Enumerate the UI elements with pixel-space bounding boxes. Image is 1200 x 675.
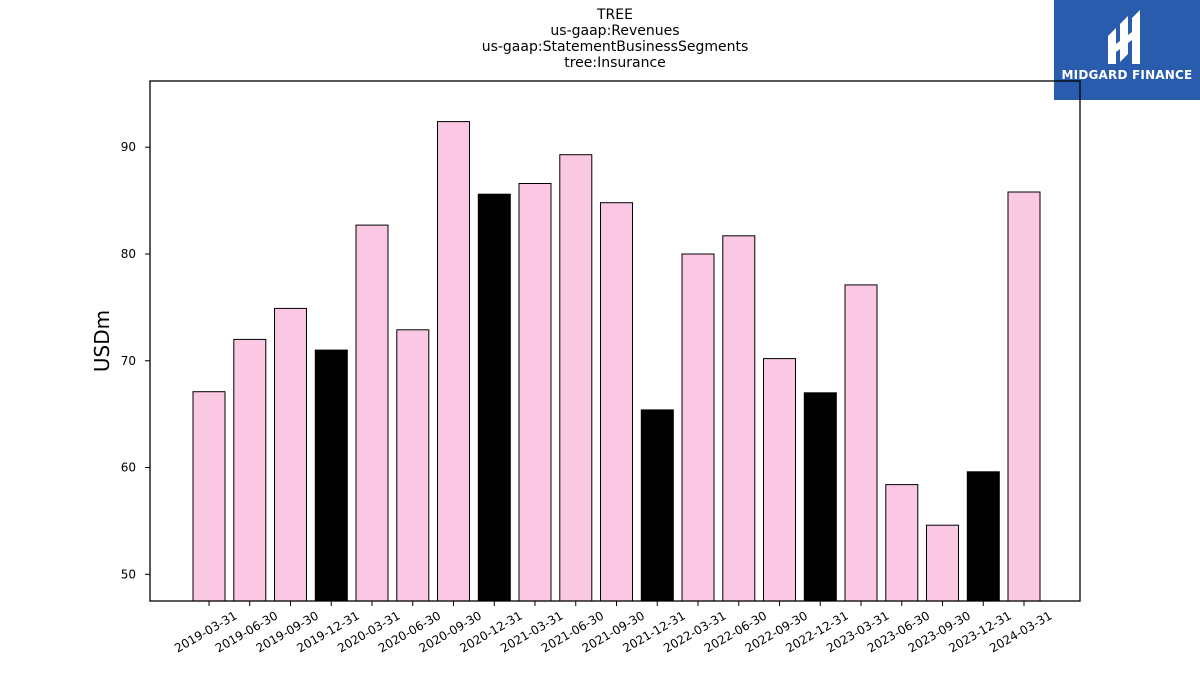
- bar-2019-09-30: [274, 307, 307, 602]
- y-axis-label: USDm: [90, 310, 114, 372]
- chart-title-line-4: tree:Insurance: [564, 55, 666, 71]
- y-tick-label: 50: [121, 567, 136, 581]
- chart-title-line-3: us-gaap:StatementBusinessSegments: [481, 39, 749, 55]
- bar-2021-03-31: [518, 183, 552, 602]
- bar-2023-06-30: [885, 484, 919, 602]
- y-tick-label: 60: [121, 461, 136, 475]
- y-tick-label: 90: [121, 140, 136, 154]
- bar-2019-12-31: [314, 349, 348, 602]
- y-tick-label: 80: [121, 247, 136, 261]
- bar-2022-12-31: [803, 392, 837, 602]
- bar-2022-09-30: [763, 358, 796, 602]
- bar-2019-06-30: [233, 338, 267, 602]
- y-tick-label: 70: [121, 354, 136, 368]
- bar-2021-12-31: [640, 409, 674, 602]
- x-axis: 2019-03-312019-06-302019-09-302019-12-31…: [172, 601, 1055, 655]
- chart-title-line-1: TREE: [597, 7, 633, 23]
- bar-2020-06-30: [396, 329, 430, 602]
- chart-title: TREE us-gaap:Revenues us-gaap:StatementB…: [150, 7, 1080, 71]
- chart-title-line-2: us-gaap:Revenues: [550, 23, 680, 39]
- bar-2019-03-31: [192, 391, 226, 602]
- bar-2021-06-30: [559, 154, 593, 602]
- bar-2020-09-30: [437, 121, 470, 602]
- bar-2024-03-31: [1007, 191, 1041, 602]
- bar-2021-09-30: [600, 202, 633, 602]
- plot-frame: [149, 80, 1081, 602]
- y-axis: 50 60 70 80 90: [121, 140, 150, 581]
- bar-2020-12-31: [477, 193, 511, 602]
- bar-2022-06-30: [722, 235, 756, 602]
- bar-2020-03-31: [355, 224, 389, 602]
- logo-mark-icon: [1108, 10, 1140, 64]
- bar-2023-09-30: [926, 524, 959, 602]
- bars-group: [192, 121, 1041, 602]
- bar-2023-03-31: [844, 284, 878, 602]
- logo-text: MIDGARD FINANCE: [1061, 68, 1193, 82]
- bar-2023-12-31: [966, 471, 1000, 602]
- brand-logo: MIDGARD FINANCE: [1054, 0, 1200, 100]
- bar-2022-03-31: [681, 253, 715, 602]
